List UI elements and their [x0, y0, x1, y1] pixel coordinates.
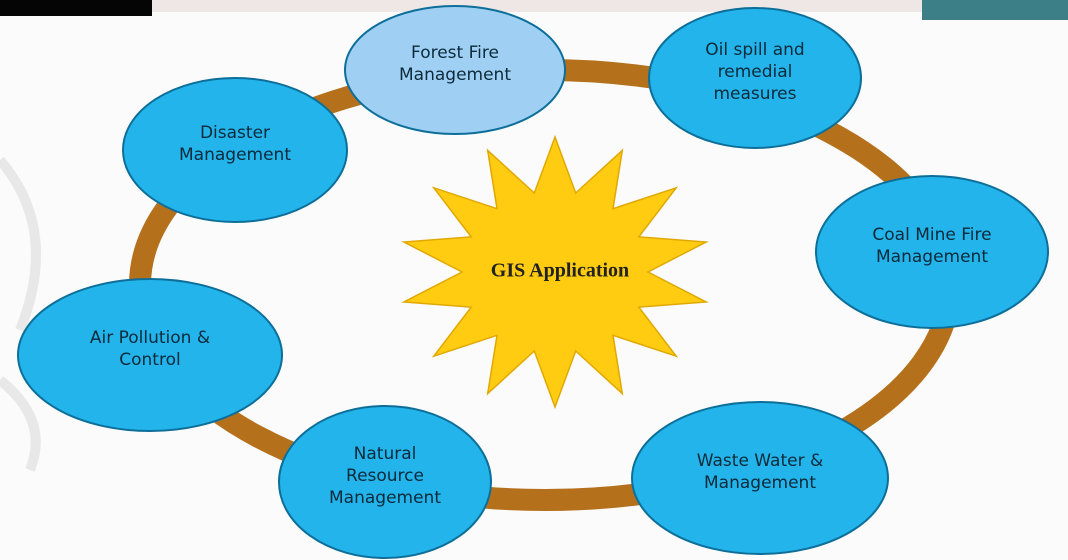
top-bar	[152, 0, 922, 12]
center-label: GIS Application	[491, 260, 629, 282]
node-label: Control	[119, 350, 180, 370]
top-right-image	[922, 0, 1068, 20]
node-label: Management	[179, 145, 291, 165]
node-label: Air Pollution &	[90, 328, 210, 348]
node-label: Management	[876, 247, 988, 267]
node-label: Coal Mine Fire	[872, 225, 991, 245]
node-label: measures	[714, 84, 797, 104]
page: GIS Application Forest FireManagementOil…	[0, 0, 1068, 560]
node-label: Natural	[354, 444, 417, 464]
node-label: remedial	[718, 62, 793, 82]
node-label: Resource	[346, 466, 424, 486]
top-left-bar	[0, 0, 152, 16]
node-label: Management	[704, 473, 816, 493]
node-label: Oil spill and	[705, 40, 804, 60]
node-label: Management	[329, 488, 441, 508]
node-label: Waste Water &	[697, 451, 823, 471]
node: Air Pollution &Control	[18, 279, 282, 431]
node-label: Forest Fire	[411, 43, 499, 63]
node: Waste Water &Management	[632, 402, 888, 554]
node-label: Management	[399, 65, 511, 85]
node-label: Disaster	[200, 123, 270, 143]
diagram: GIS Application Forest FireManagementOil…	[0, 0, 1068, 560]
